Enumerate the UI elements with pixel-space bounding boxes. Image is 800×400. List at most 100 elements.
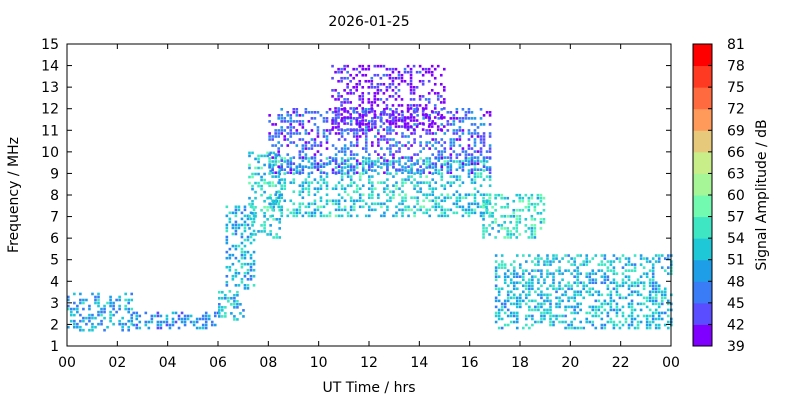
data-cell [666,320,670,324]
data-cell [488,135,492,138]
data-cell [564,269,567,272]
data-cell [343,159,347,162]
data-cell [528,314,531,318]
data-cell [576,284,579,288]
data-cell [431,166,435,169]
data-cell [313,211,317,215]
data-cell [443,163,447,166]
data-cell [283,138,287,141]
data-cell [389,132,392,135]
data-cell [527,205,531,209]
data-cell [274,135,277,138]
data-cell [352,171,356,175]
data-cell [395,211,398,215]
data-cell [627,257,631,260]
data-cell [130,307,134,311]
data-cell [473,138,477,141]
data-cell [260,224,263,227]
data-cell [422,171,425,175]
data-cell [319,214,323,218]
data-cell [316,208,320,212]
data-cell [340,184,344,187]
data-cell [130,298,134,302]
data-cell [461,165,465,168]
data-cell [295,208,299,212]
data-cell [334,126,338,129]
data-cell [512,260,516,263]
data-cell [260,154,263,158]
data-cell [325,181,329,184]
data-cell [304,132,308,135]
data-cell [349,181,353,184]
data-cell [352,110,355,113]
data-cell [331,64,334,68]
data-cell [467,208,471,212]
data-cell [307,205,311,209]
data-cell [316,126,320,129]
data-cell [525,317,528,321]
data-cell [439,73,443,77]
data-cell [398,141,401,144]
data-cell [234,268,238,272]
data-cell [355,153,359,156]
data-cell [606,314,610,318]
data-cell [380,147,383,150]
data-cell [386,208,389,212]
data-cell [567,284,570,288]
data-cell [392,138,395,141]
data-cell [397,104,401,107]
data-cell [437,196,441,200]
data-cell [594,326,598,330]
colorbar-tick-label: 42 [727,317,745,333]
data-cell [401,168,404,172]
data-cell [404,208,407,212]
data-cell [552,260,555,263]
data-cell [343,199,347,203]
data-cell [286,159,290,162]
data-cell [385,104,389,107]
data-cell [413,132,416,135]
data-cell [394,116,398,119]
data-cell [564,326,567,330]
data-cell [103,307,106,311]
data-cell [263,221,266,224]
data-cell [121,328,124,332]
data-cell [249,235,253,239]
data-cell [127,310,130,314]
data-cell [231,232,235,236]
data-cell [410,168,413,172]
data-cell [452,175,456,178]
data-cell [76,304,79,308]
data-cell [260,184,263,188]
data-cell [346,184,350,187]
data-cell [597,308,601,312]
data-cell [570,284,573,288]
data-cell [377,144,380,147]
data-cell [249,274,253,278]
data-cell [594,308,598,312]
data-cell [286,214,290,218]
data-cell [437,202,441,206]
data-cell [594,311,598,315]
data-cell [367,157,371,160]
data-cell [473,166,477,169]
data-cell [204,320,208,324]
data-cell [283,135,287,138]
data-cell [283,160,287,163]
data-cell [322,117,326,120]
data-cell [461,117,465,120]
data-cell [340,108,344,111]
data-cell [603,275,607,279]
data-cell [419,141,422,144]
data-cell [367,92,371,95]
data-cell [392,160,395,163]
data-cell [618,293,622,297]
data-cell [367,64,371,68]
data-cell [621,314,625,318]
data-cell [310,138,314,141]
data-cell [304,178,308,181]
data-cell [228,290,232,293]
data-cell [627,287,631,291]
colorbar-tick-label: 60 [727,188,745,204]
data-cell [531,323,534,327]
